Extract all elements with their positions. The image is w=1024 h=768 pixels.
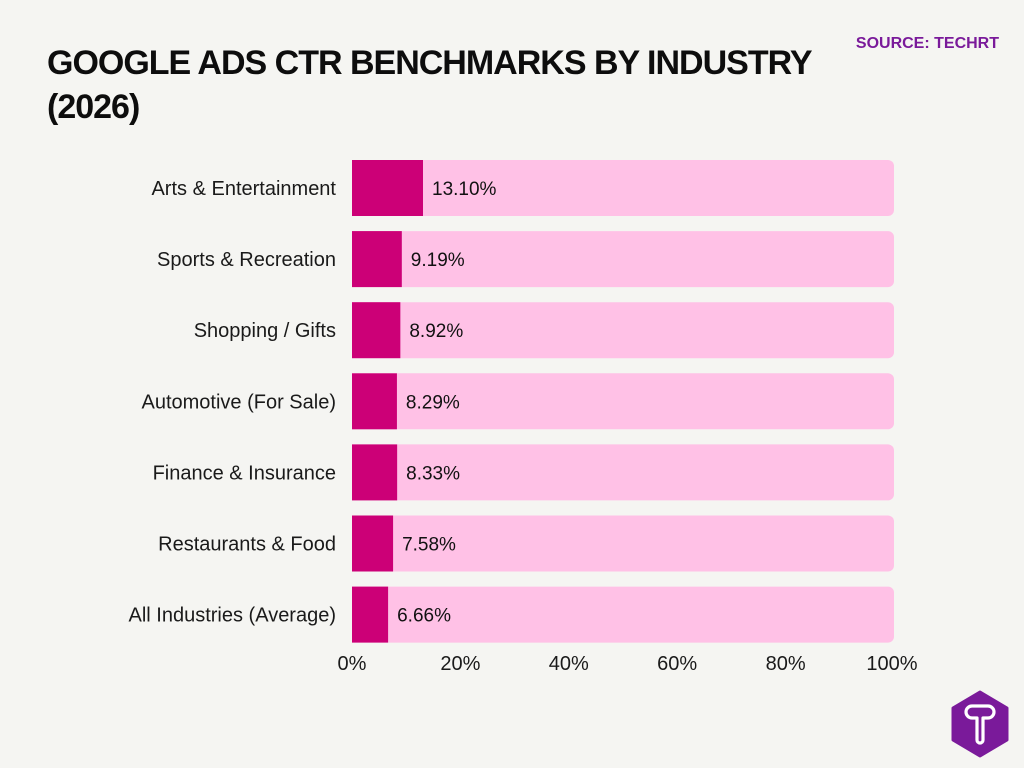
value-label: 8.33% bbox=[406, 463, 460, 484]
bar-track bbox=[352, 586, 894, 643]
value-label: 9.19% bbox=[411, 250, 465, 271]
bar bbox=[352, 444, 398, 501]
value-label: 13.10% bbox=[432, 179, 497, 200]
source-label: SOURCE: TECHRT bbox=[856, 35, 999, 52]
chart-title-line-1: GOOGLE ADS CTR BENCHMARKS BY INDUSTRY bbox=[47, 44, 813, 82]
logo-t-icon bbox=[964, 704, 996, 745]
bar-track bbox=[352, 231, 894, 288]
bar bbox=[352, 302, 401, 359]
x-tick-label: 80% bbox=[766, 653, 806, 675]
bar bbox=[352, 160, 424, 216]
value-label: 6.66% bbox=[397, 606, 451, 627]
category-label: All Industries (Average) bbox=[129, 605, 337, 627]
category-label: Arts & Entertainment bbox=[151, 178, 336, 200]
category-label: Automotive (For Sale) bbox=[141, 391, 336, 413]
bar-track bbox=[352, 444, 894, 501]
chart-title-line-2: (2026) bbox=[47, 88, 139, 126]
bar bbox=[352, 515, 394, 572]
bar-track bbox=[352, 160, 894, 216]
logo-hexagon-icon bbox=[951, 690, 1009, 758]
value-label: 8.92% bbox=[409, 321, 463, 342]
category-label: Restaurants & Food bbox=[158, 534, 336, 556]
bar-track bbox=[352, 373, 894, 430]
bar-track bbox=[352, 515, 894, 572]
x-tick-label: 100% bbox=[866, 653, 917, 675]
x-tick-label: 60% bbox=[657, 653, 697, 675]
category-label: Sports & Recreation bbox=[157, 249, 336, 271]
bar bbox=[352, 231, 402, 288]
value-label: 8.29% bbox=[406, 392, 460, 413]
value-label: 7.58% bbox=[402, 535, 456, 556]
bar-track bbox=[352, 302, 894, 359]
techrt-logo bbox=[951, 690, 1009, 758]
category-label: Shopping / Gifts bbox=[194, 320, 336, 342]
category-label: Finance & Insurance bbox=[153, 462, 336, 484]
bar bbox=[352, 373, 397, 430]
bar bbox=[352, 586, 389, 643]
x-tick-label: 20% bbox=[440, 653, 480, 675]
x-tick-label: 0% bbox=[338, 653, 367, 675]
x-tick-label: 40% bbox=[549, 653, 589, 675]
